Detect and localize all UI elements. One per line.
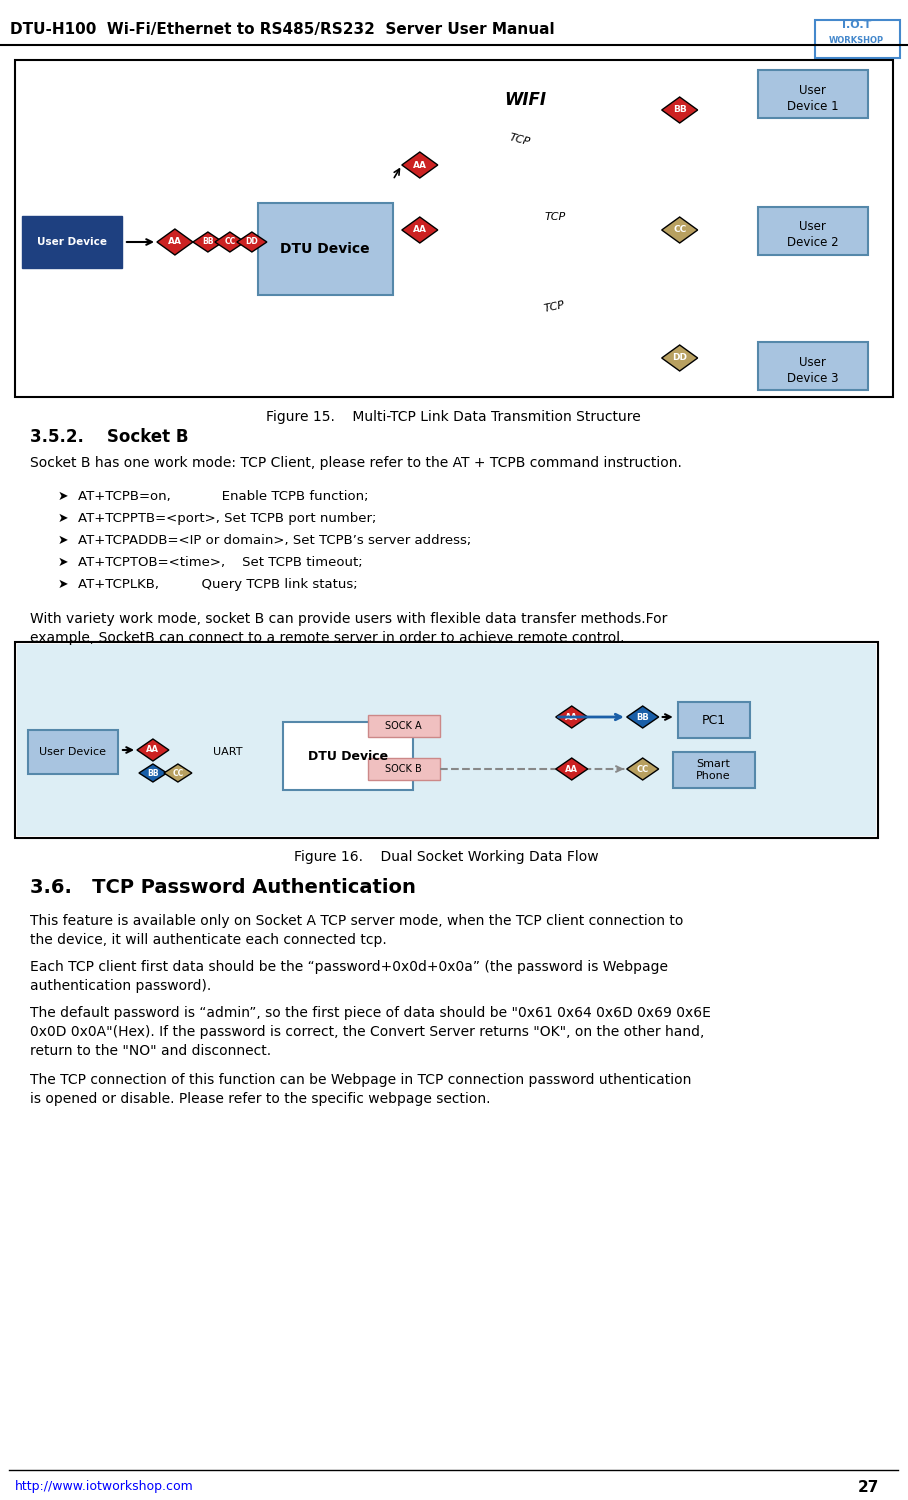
FancyBboxPatch shape (15, 60, 893, 398)
Text: ➤: ➤ (58, 578, 68, 591)
Text: Device 1: Device 1 (787, 99, 838, 112)
Text: AA: AA (146, 746, 160, 754)
Text: User: User (799, 220, 826, 234)
Text: ➤: ➤ (58, 490, 68, 502)
Text: DTU Device: DTU Device (308, 750, 388, 762)
Text: BB: BB (673, 105, 686, 114)
Text: AA: AA (168, 237, 182, 246)
FancyBboxPatch shape (368, 716, 439, 736)
Polygon shape (215, 232, 245, 252)
Text: AA: AA (413, 160, 427, 170)
Text: I.O.T: I.O.T (842, 20, 872, 30)
Polygon shape (662, 345, 697, 370)
Text: BB: BB (202, 237, 213, 246)
FancyBboxPatch shape (757, 342, 867, 390)
FancyBboxPatch shape (283, 722, 413, 790)
Polygon shape (556, 706, 587, 728)
Text: 3.6.   TCP Password Authentication: 3.6. TCP Password Authentication (30, 878, 416, 897)
Text: DTU Device: DTU Device (280, 242, 370, 256)
FancyBboxPatch shape (15, 642, 878, 839)
FancyBboxPatch shape (673, 752, 755, 788)
Text: DD: DD (672, 354, 687, 363)
Text: CC: CC (637, 765, 649, 774)
Polygon shape (402, 217, 438, 243)
Polygon shape (137, 740, 169, 760)
Text: AT+TCPTOB=<time>,    Set TCPB timeout;: AT+TCPTOB=<time>, Set TCPB timeout; (78, 556, 362, 568)
Polygon shape (164, 764, 192, 782)
Text: Socket B has one work mode: TCP Client, please refer to the AT + TCPB command in: Socket B has one work mode: TCP Client, … (30, 456, 682, 470)
Text: example, SocketB can connect to a remote server in order to achieve remote contr: example, SocketB can connect to a remote… (30, 632, 625, 645)
FancyBboxPatch shape (757, 207, 867, 255)
Text: CC: CC (224, 237, 235, 246)
Text: TCP: TCP (544, 211, 566, 222)
Text: The TCP connection of this function can be Webpage in TCP connection password ut: The TCP connection of this function can … (30, 1072, 691, 1088)
FancyBboxPatch shape (757, 70, 867, 118)
Text: Smart
Phone: Smart Phone (696, 759, 731, 782)
Text: Device 3: Device 3 (787, 372, 838, 384)
Text: ➤: ➤ (58, 556, 68, 568)
Text: User Device: User Device (39, 747, 106, 758)
Text: WORKSHOP: WORKSHOP (829, 36, 884, 45)
Text: 27: 27 (858, 1480, 880, 1496)
Text: AT+TCPLKB,          Query TCPB link status;: AT+TCPLKB, Query TCPB link status; (78, 578, 358, 591)
Text: http://www.iotworkshop.com: http://www.iotworkshop.com (15, 1480, 193, 1492)
Text: ➤: ➤ (58, 534, 68, 548)
Text: Figure 16.    Dual Socket Working Data Flow: Figure 16. Dual Socket Working Data Flow (294, 850, 599, 864)
Text: This feature is available only on Socket A TCP server mode, when the TCP client : This feature is available only on Socket… (30, 914, 684, 928)
Text: The default password is “admin”, so the first piece of data should be "0x61 0x64: The default password is “admin”, so the … (30, 1007, 711, 1020)
Text: AA: AA (566, 765, 578, 774)
Text: the device, it will authenticate each connected tcp.: the device, it will authenticate each co… (30, 933, 387, 946)
Text: UART: UART (213, 747, 242, 758)
Text: PC1: PC1 (702, 714, 725, 726)
Text: DD: DD (245, 237, 258, 246)
Text: Device 2: Device 2 (787, 237, 838, 249)
FancyBboxPatch shape (28, 730, 118, 774)
Text: TCP: TCP (508, 132, 531, 147)
Text: AT+TCPPTB=<port>, Set TCPB port number;: AT+TCPPTB=<port>, Set TCPB port number; (78, 512, 376, 525)
FancyBboxPatch shape (17, 644, 875, 836)
Text: User: User (799, 84, 826, 96)
Text: AA: AA (566, 712, 578, 722)
Text: 0x0D 0x0A"(Hex). If the password is correct, the Convert Server returns "OK", on: 0x0D 0x0A"(Hex). If the password is corr… (30, 1024, 705, 1039)
Text: User: User (799, 356, 826, 369)
Text: return to the "NO" and disconnect.: return to the "NO" and disconnect. (30, 1044, 271, 1058)
Text: DTU-H100  Wi-Fi/Ethernet to RS485/RS232  Server User Manual: DTU-H100 Wi-Fi/Ethernet to RS485/RS232 S… (10, 22, 555, 38)
Polygon shape (662, 217, 697, 243)
Text: is opened or disable. Please refer to the specific webpage section.: is opened or disable. Please refer to th… (30, 1092, 490, 1106)
Polygon shape (192, 232, 222, 252)
Polygon shape (662, 98, 697, 123)
Polygon shape (157, 230, 192, 255)
Text: CC: CC (673, 225, 686, 234)
Text: With variety work mode, socket B can provide users with flexible data transfer m: With variety work mode, socket B can pro… (30, 612, 667, 626)
Text: 3.5.2.    Socket B: 3.5.2. Socket B (30, 427, 189, 445)
Text: Figure 15.    Multi-TCP Link Data Transmition Structure: Figure 15. Multi-TCP Link Data Transmiti… (266, 410, 641, 424)
FancyBboxPatch shape (368, 758, 439, 780)
Polygon shape (139, 764, 167, 782)
Polygon shape (237, 232, 267, 252)
Text: BB: BB (147, 768, 159, 777)
FancyBboxPatch shape (258, 202, 393, 296)
Polygon shape (556, 758, 587, 780)
Text: authentication password).: authentication password). (30, 980, 212, 993)
Text: WIFI: WIFI (504, 92, 546, 110)
Text: AA: AA (413, 225, 427, 234)
Text: AT+TCPB=on,            Enable TCPB function;: AT+TCPB=on, Enable TCPB function; (78, 490, 369, 502)
Text: SOCK B: SOCK B (385, 764, 422, 774)
Polygon shape (627, 758, 658, 780)
Text: AT+TCPADDB=<IP or domain>, Set TCPB’s server address;: AT+TCPADDB=<IP or domain>, Set TCPB’s se… (78, 534, 471, 548)
Polygon shape (402, 152, 438, 178)
Text: TCP: TCP (543, 300, 567, 313)
Text: CC: CC (173, 768, 183, 777)
Text: BB: BB (637, 712, 649, 722)
FancyBboxPatch shape (22, 216, 122, 268)
Text: ➤: ➤ (58, 512, 68, 525)
Polygon shape (627, 706, 658, 728)
Text: Each TCP client first data should be the “password+0x0d+0x0a” (the password is W: Each TCP client first data should be the… (30, 960, 668, 974)
FancyBboxPatch shape (814, 20, 900, 58)
FancyBboxPatch shape (677, 702, 750, 738)
Text: SOCK A: SOCK A (386, 722, 422, 730)
Text: User Device: User Device (37, 237, 107, 248)
